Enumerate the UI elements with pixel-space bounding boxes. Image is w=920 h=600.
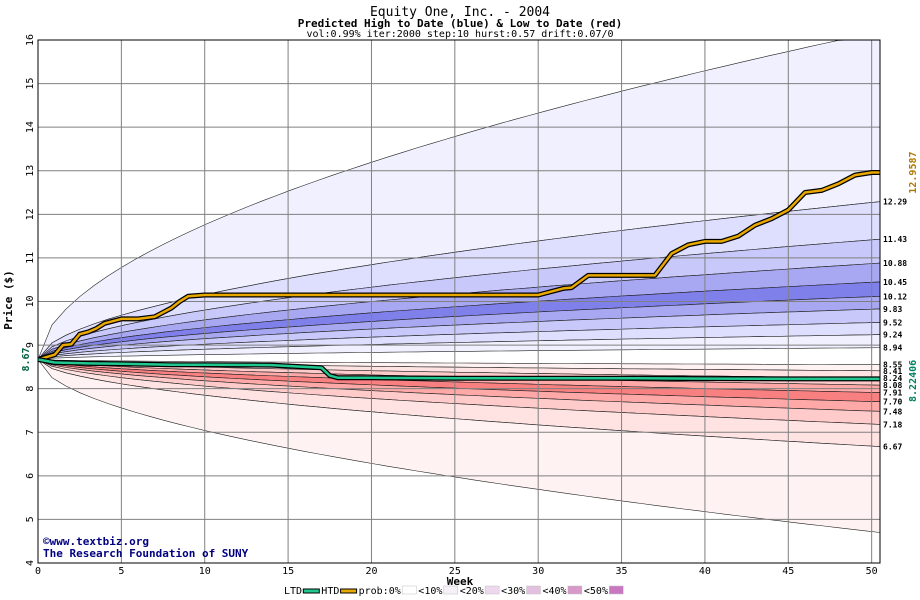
y-tick-label: 16 [25, 34, 36, 46]
x-tick-label: 30 [532, 566, 544, 577]
band-value-label: 7.70 [883, 398, 902, 407]
y-tick-label: 14 [25, 121, 36, 133]
x-tick-label: 15 [282, 566, 294, 577]
legend-label-5: <30% [501, 586, 525, 597]
band-value-label: 10.88 [883, 259, 907, 268]
ltd-final-label: 8.22406 [908, 360, 919, 402]
band-value-label: 8.24 [883, 374, 902, 383]
legend-label-0: LTD [284, 586, 302, 597]
legend-label-3: <10% [418, 586, 442, 597]
high-band-8 [38, 334, 880, 360]
band-value-label: 8.94 [883, 344, 902, 353]
chart-title: Equity One, Inc. - 2004 [370, 5, 550, 20]
y-tick-label: 13 [25, 165, 36, 177]
credit-1: ©www.textbiz.org [43, 535, 149, 548]
y-tick-label: 6 [25, 473, 36, 479]
y-tick-label: 10 [25, 295, 36, 307]
x-tick-label: 10 [199, 566, 211, 577]
band-value-label: 6.67 [883, 443, 902, 452]
band-value-label: 12.29 [883, 198, 907, 207]
x-tick-label: 35 [616, 566, 628, 577]
band-value-label: 10.45 [883, 278, 907, 287]
band-value-label: 10.12 [883, 292, 907, 301]
ltd-series-line [38, 358, 880, 381]
y-tick-label: 12 [25, 208, 36, 220]
y-tick-label: 15 [25, 78, 36, 90]
band-value-label: 11.43 [883, 235, 907, 244]
legend-label-6: <40% [543, 586, 567, 597]
x-tick-label: 25 [449, 566, 461, 577]
band-value-label: 8.41 [883, 367, 902, 376]
band-value-label: 9.83 [883, 305, 902, 314]
legend-swatch-6 [567, 585, 583, 595]
legend-swatch-5 [526, 585, 541, 595]
legend-swatch-1 [340, 588, 358, 594]
band-value-label: 8.08 [883, 381, 902, 390]
legend: LTD HTD prob:0% <10% <20% <30% <40% <50% [284, 585, 624, 597]
band-value-label: 7.48 [883, 407, 902, 416]
band-value-label: 7.18 [883, 420, 902, 429]
x-tick-label: 45 [782, 566, 794, 577]
plot-frame [37, 39, 881, 564]
legend-swatch-7 [609, 585, 624, 595]
band-value-label: 7.91 [883, 389, 902, 398]
y-tick-label: 7 [25, 429, 36, 435]
credit-2: The Research Foundation of SUNY [43, 547, 249, 560]
legend-label-2: prob:0% [359, 586, 401, 597]
x-tick-label: 0 [35, 566, 41, 577]
htd-series-line [38, 171, 880, 361]
x-axis-label: Week [447, 575, 474, 588]
htd-final-label: 12.9587 [908, 151, 919, 193]
chart-params: vol:0.99% iter:2000 step:10 hurst:0.57 d… [306, 29, 613, 40]
x-tick-label: 40 [699, 566, 711, 577]
y-tick-label: 4 [25, 560, 36, 566]
band-value-label: 8.55 [883, 361, 902, 370]
legend-label-7: <50% [584, 586, 608, 597]
legend-swatch-4 [484, 585, 500, 595]
y-tick-label: 9 [25, 342, 36, 348]
legend-label-4: <20% [460, 586, 484, 597]
start-price-label: 8.67 [21, 347, 32, 371]
x-tick-label: 5 [118, 566, 124, 577]
x-tick-label: 20 [365, 566, 377, 577]
legend-label-1: HTD [321, 586, 339, 597]
legend-swatch-3 [443, 585, 458, 595]
chart-subtitle: Predicted High to Date (blue) & Low to D… [298, 17, 623, 30]
y-axis-label: Price ($) [2, 270, 15, 330]
y-tick-label: 11 [25, 252, 36, 264]
band-value-label: 9.52 [883, 318, 902, 327]
x-tick-label: 50 [866, 566, 878, 577]
low-band-8 [38, 359, 880, 533]
legend-swatch-0 [302, 588, 320, 594]
y-tick-label: 8 [25, 386, 36, 392]
y-tick-label: 5 [25, 516, 36, 522]
legend-swatch-2 [402, 585, 417, 595]
band-value-label: 9.24 [883, 331, 902, 340]
